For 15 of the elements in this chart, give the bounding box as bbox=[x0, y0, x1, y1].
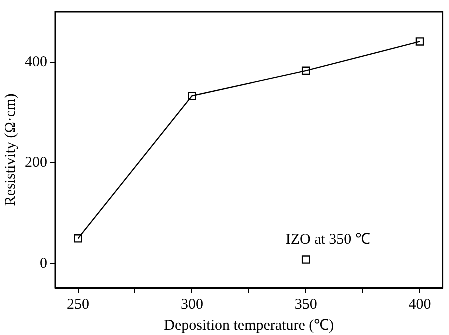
point bbox=[188, 92, 196, 100]
point bbox=[416, 38, 424, 46]
x-tick-label: 250 bbox=[67, 296, 90, 313]
point bbox=[302, 256, 310, 264]
y-tick-label: 200 bbox=[25, 155, 48, 172]
series-label: IZO at 350 ℃ bbox=[286, 232, 370, 248]
y-tick-label: 400 bbox=[25, 54, 48, 70]
x-tick-label: 350 bbox=[294, 296, 318, 313]
x-tick-label: 300 bbox=[180, 296, 204, 313]
y-axis-title: Resistivity (Ω·cm) bbox=[2, 94, 19, 206]
point bbox=[302, 66, 310, 76]
point bbox=[74, 234, 82, 243]
x-axis-title: Deposition temperature (℃) bbox=[164, 318, 334, 334]
x-tick-label: 400 bbox=[408, 296, 432, 313]
y-tick-label: 0 bbox=[40, 256, 48, 272]
